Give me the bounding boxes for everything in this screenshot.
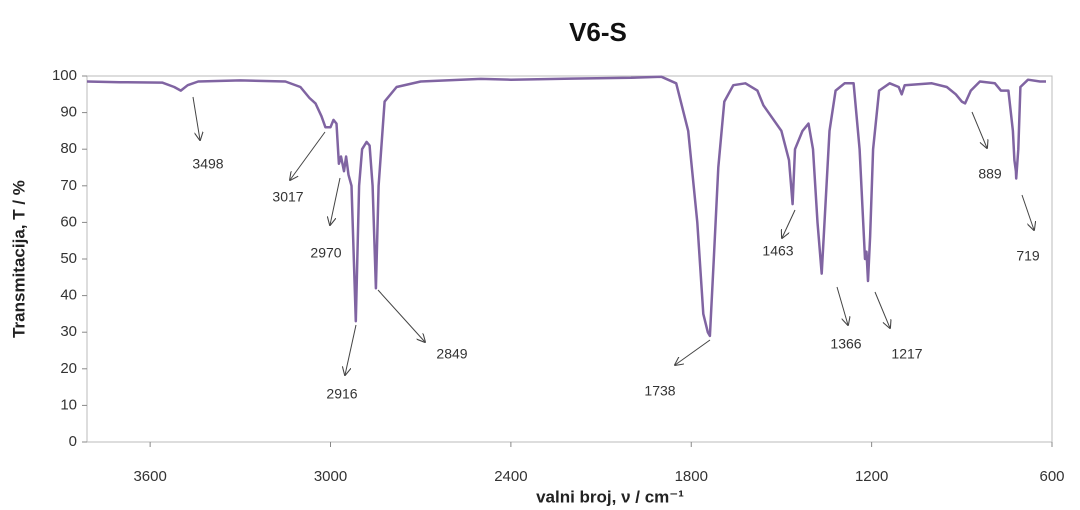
annotation-arrow — [290, 131, 326, 180]
annotation-arrow — [345, 324, 357, 375]
annotation-label: 3017 — [272, 189, 303, 205]
annotation-label: 3498 — [192, 156, 223, 172]
annotation-label: 1463 — [762, 243, 793, 259]
y-tick-label: 70 — [60, 177, 77, 194]
x-tick-label: 2400 — [494, 468, 527, 485]
annotation-label: 1738 — [644, 383, 675, 399]
plot-frame — [86, 75, 1053, 443]
x-tick-label: 3600 — [133, 468, 166, 485]
annotation-arrow — [192, 96, 200, 140]
y-tick-label: 30 — [60, 323, 77, 340]
x-tick-label: 600 — [1039, 468, 1064, 485]
annotation-label: 1366 — [830, 336, 861, 352]
annotation-label: 2849 — [436, 346, 467, 362]
y-tick-label: 20 — [60, 360, 77, 377]
annotation-arrow — [782, 209, 796, 238]
spectrum-line — [86, 75, 1046, 338]
annotation-arrow — [1021, 194, 1034, 230]
y-axis-title: Transmitacija, T / % — [9, 180, 28, 338]
annotation-arrow — [675, 339, 711, 365]
y-tick-label: 10 — [60, 396, 77, 413]
annotation-arrow — [874, 291, 890, 328]
y-tick-label: 0 — [69, 433, 77, 450]
annotation-label: 1217 — [891, 346, 922, 362]
x-tick-label: 3000 — [314, 468, 347, 485]
y-tick-label: 80 — [60, 140, 77, 157]
y-tick-label: 100 — [52, 67, 77, 84]
annotation-label: 2970 — [310, 245, 341, 261]
y-tick-label: 90 — [60, 104, 77, 121]
annotation-arrow — [836, 286, 848, 325]
y-tick-label: 50 — [60, 250, 77, 267]
annotation-arrow — [377, 289, 425, 342]
chart-title: V6-S — [569, 17, 627, 47]
x-tick-label: 1800 — [675, 468, 708, 485]
annotation-arrow — [330, 177, 341, 225]
x-tick-label: 1200 — [855, 468, 888, 485]
y-tick-label: 60 — [60, 213, 77, 230]
annotation-label: 889 — [978, 166, 1002, 182]
annotation-label: 719 — [1016, 248, 1040, 264]
y-tick-label: 40 — [60, 287, 77, 304]
x-axis-title: valni broj, ν / cm⁻¹ — [536, 487, 684, 506]
annotation-label: 2916 — [326, 386, 357, 402]
annotation-arrow — [971, 111, 987, 148]
